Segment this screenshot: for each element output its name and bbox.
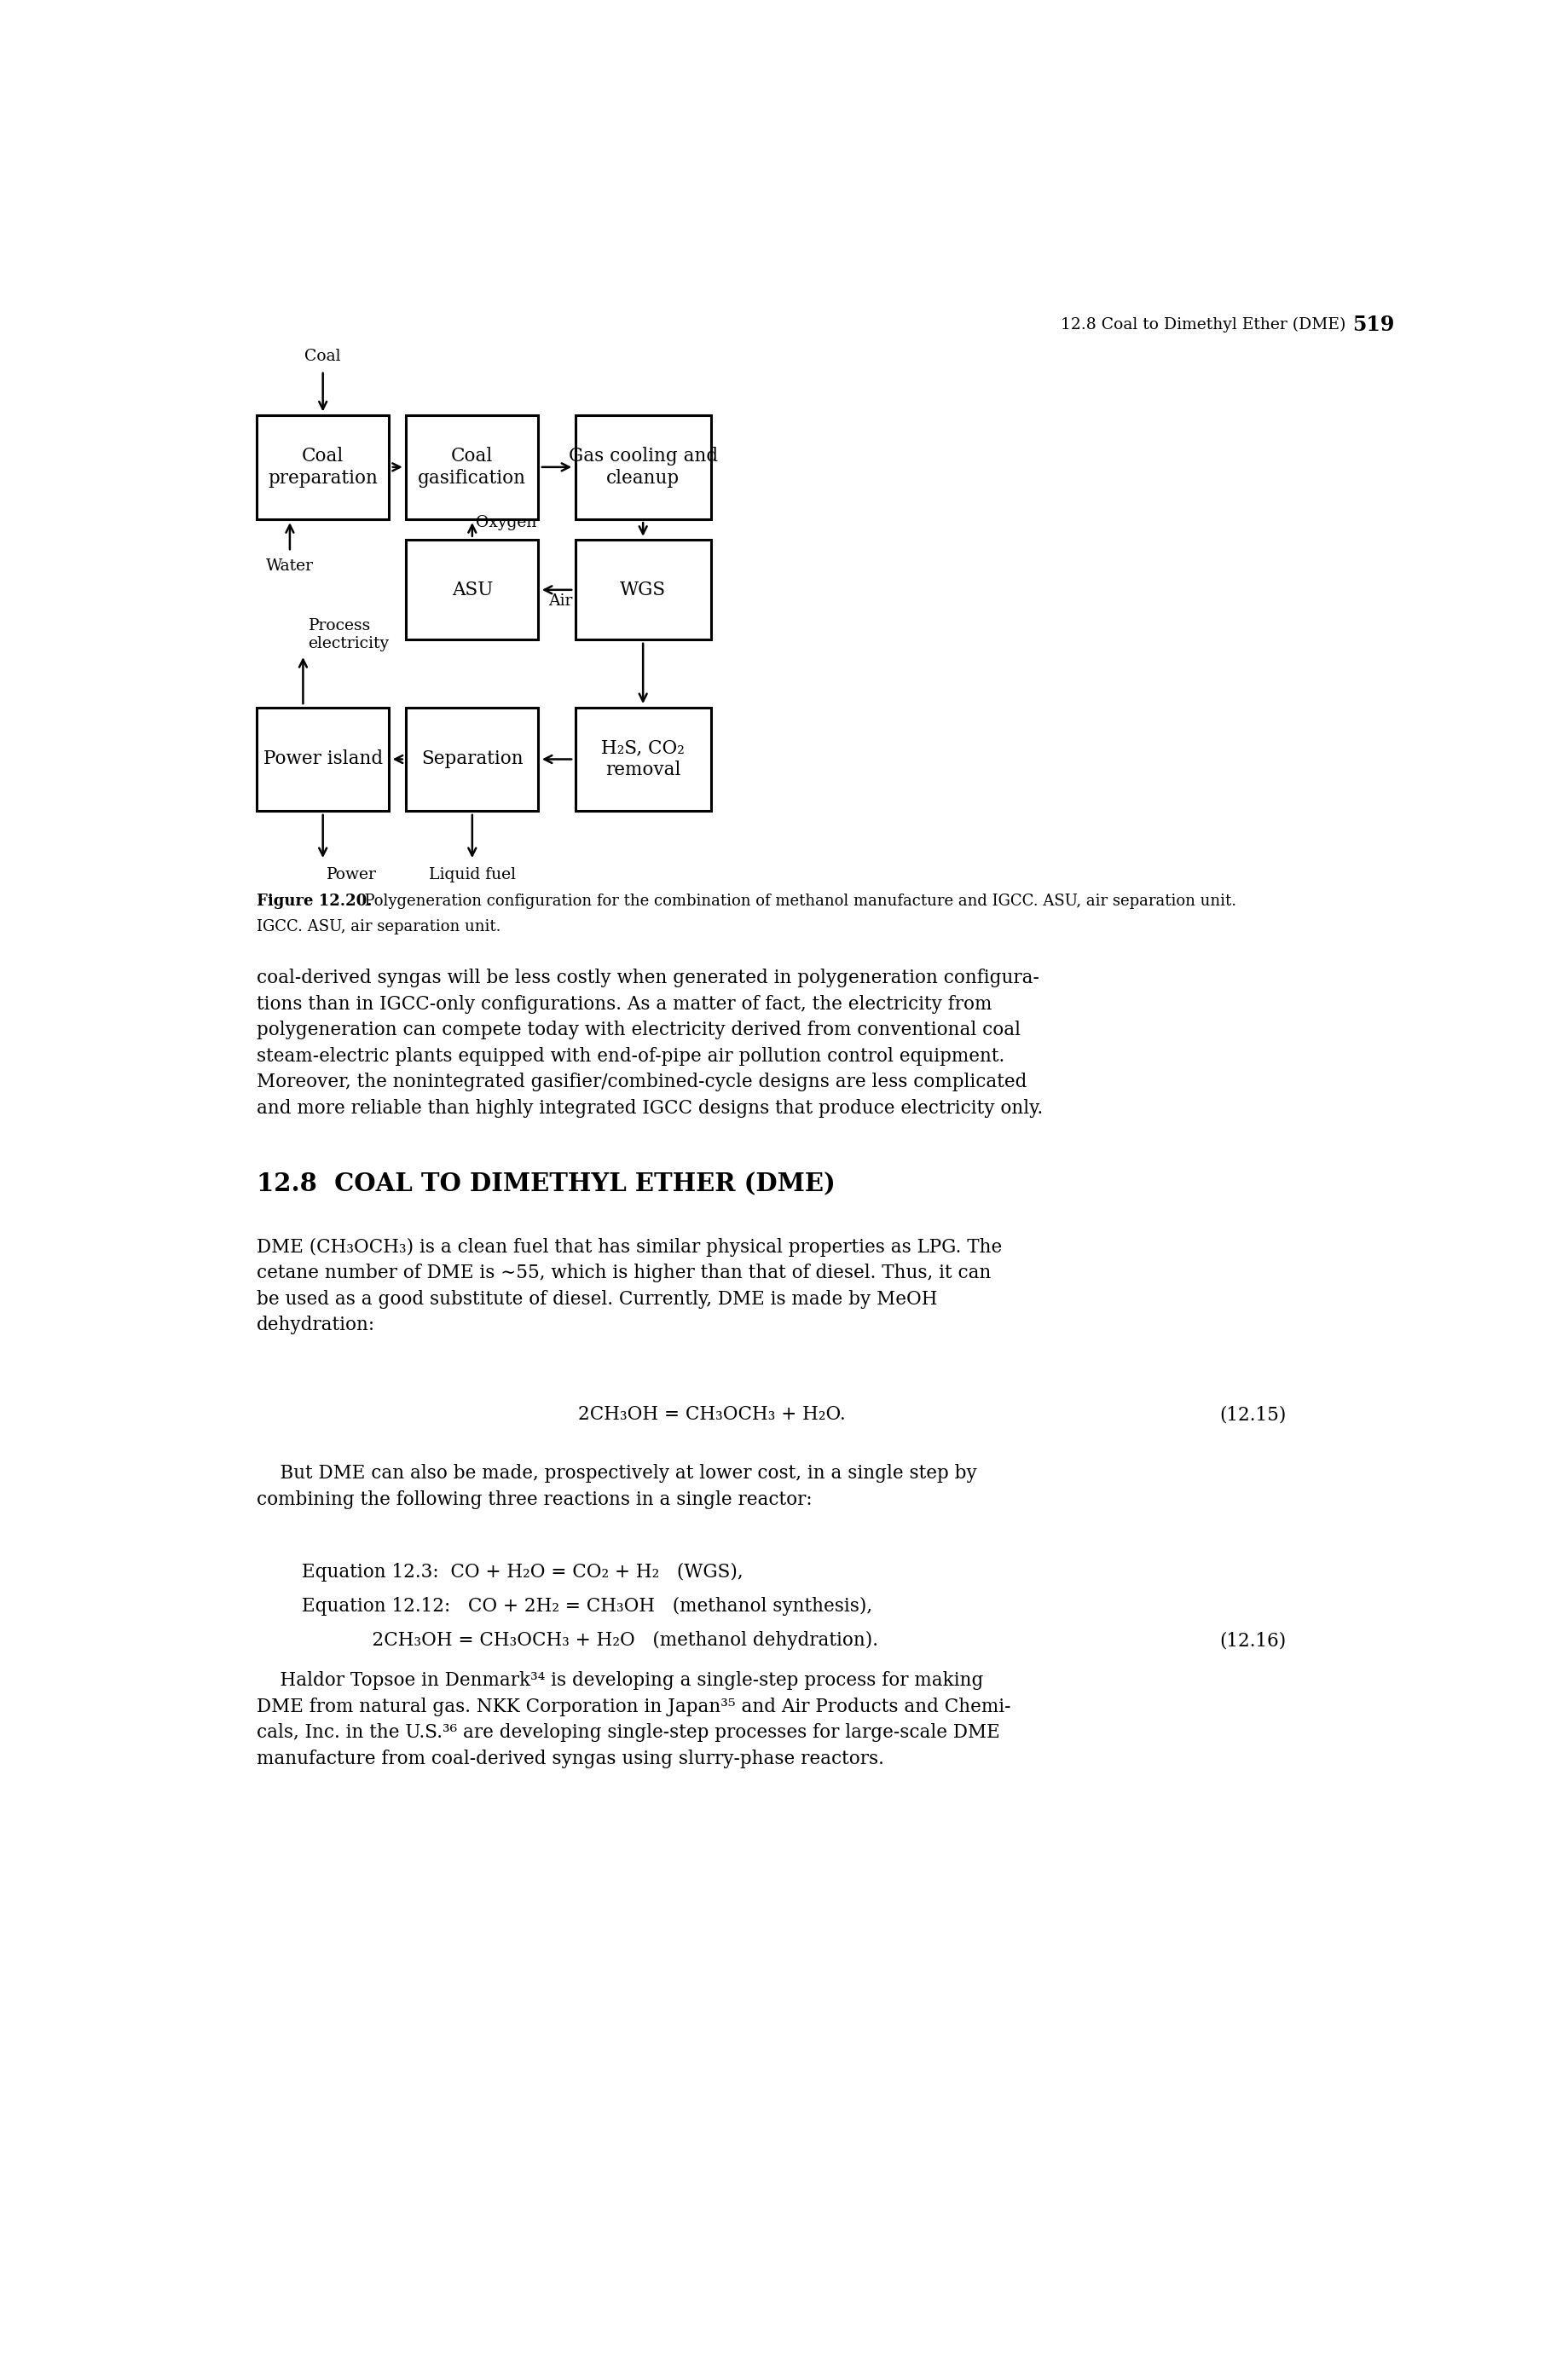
Text: 2CH₃OH = CH₃OCH₃ + H₂O.: 2CH₃OH = CH₃OCH₃ + H₂O. bbox=[577, 1405, 845, 1424]
Text: Process
electricity: Process electricity bbox=[309, 618, 389, 651]
Text: Figure 12.20.: Figure 12.20. bbox=[257, 892, 373, 909]
Text: Air: Air bbox=[549, 594, 572, 608]
Text: Polygeneration configuration for the combination of methanol manufacture and IGC: Polygeneration configuration for the com… bbox=[354, 892, 1236, 909]
Text: Equation 12.3:  CO + H₂O = CO₂ + H₂   (WGS),: Equation 12.3: CO + H₂O = CO₂ + H₂ (WGS)… bbox=[301, 1564, 743, 1580]
Text: Power island: Power island bbox=[263, 750, 383, 769]
Bar bbox=[257, 707, 389, 812]
Text: Coal
gasification: Coal gasification bbox=[419, 447, 527, 487]
Text: Water: Water bbox=[267, 558, 314, 573]
Bar bbox=[575, 539, 710, 639]
Text: 519: 519 bbox=[1352, 315, 1394, 336]
Text: (12.16): (12.16) bbox=[1220, 1630, 1286, 1649]
Bar bbox=[575, 414, 710, 518]
Text: WGS: WGS bbox=[619, 580, 666, 599]
Text: Separation: Separation bbox=[422, 750, 524, 769]
Bar bbox=[406, 414, 538, 518]
Text: DME (CH₃OCH₃) is a clean fuel that has similar physical properties as LPG. The
c: DME (CH₃OCH₃) is a clean fuel that has s… bbox=[257, 1237, 1002, 1334]
Bar bbox=[406, 539, 538, 639]
Text: Power: Power bbox=[326, 866, 376, 883]
Text: Oxygen: Oxygen bbox=[477, 516, 536, 530]
Text: Liquid fuel: Liquid fuel bbox=[428, 866, 516, 883]
Text: Coal: Coal bbox=[304, 348, 340, 364]
Text: 2CH₃OH = CH₃OCH₃ + H₂O   (methanol dehydration).: 2CH₃OH = CH₃OCH₃ + H₂O (methanol dehydra… bbox=[301, 1630, 878, 1649]
Text: (12.15): (12.15) bbox=[1220, 1405, 1286, 1424]
Bar bbox=[257, 414, 389, 518]
Bar bbox=[406, 707, 538, 812]
Text: coal-derived syngas will be less costly when generated in polygeneration configu: coal-derived syngas will be less costly … bbox=[257, 968, 1043, 1117]
Text: Haldor Topsoe in Denmark³⁴ is developing a single-step process for making
DME fr: Haldor Topsoe in Denmark³⁴ is developing… bbox=[257, 1670, 1011, 1767]
Text: Equation 12.12:   CO + 2H₂ = CH₃OH   (methanol synthesis),: Equation 12.12: CO + 2H₂ = CH₃OH (methan… bbox=[301, 1597, 872, 1616]
Text: But DME can also be made, prospectively at lower cost, in a single step by
combi: But DME can also be made, prospectively … bbox=[257, 1465, 977, 1510]
Bar bbox=[575, 707, 710, 812]
Text: H₂S, CO₂
removal: H₂S, CO₂ removal bbox=[601, 738, 685, 778]
Text: Gas cooling and
cleanup: Gas cooling and cleanup bbox=[568, 447, 718, 487]
Text: IGCC. ASU, air separation unit.: IGCC. ASU, air separation unit. bbox=[257, 920, 502, 935]
Text: ASU: ASU bbox=[452, 580, 492, 599]
Text: 12.8  COAL TO DIMETHYL ETHER (DME): 12.8 COAL TO DIMETHYL ETHER (DME) bbox=[257, 1171, 836, 1197]
Text: 12.8 Coal to Dimethyl Ether (DME): 12.8 Coal to Dimethyl Ether (DME) bbox=[1060, 317, 1345, 331]
Text: Coal
preparation: Coal preparation bbox=[268, 447, 378, 487]
